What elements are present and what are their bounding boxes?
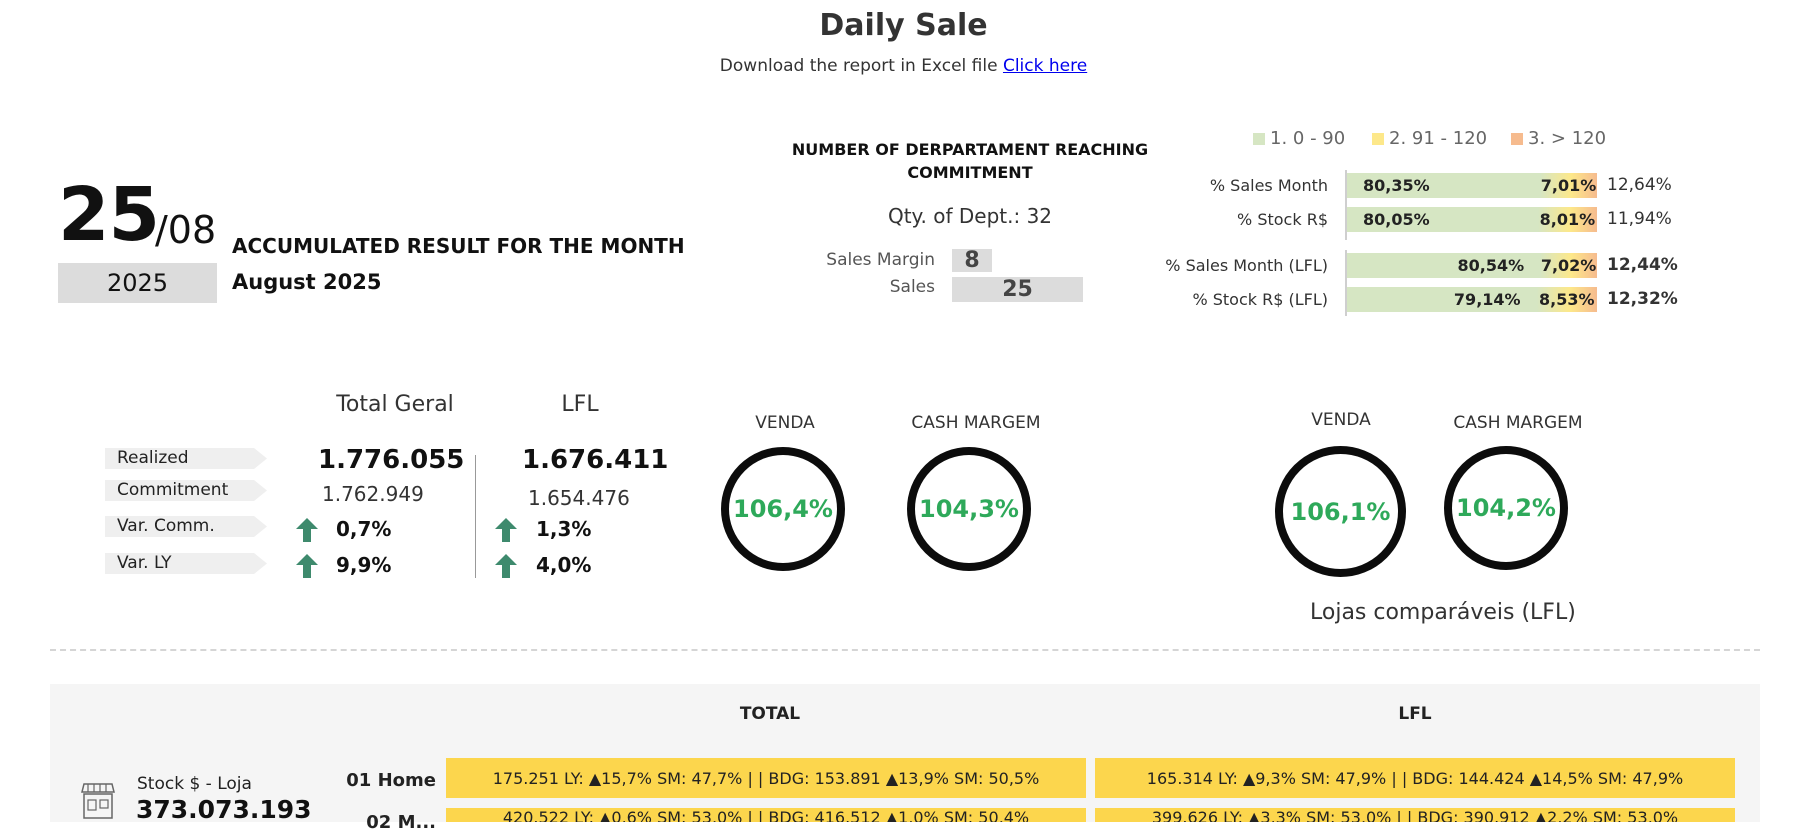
stacked-bar: 80,54% 7,02% <box>1347 253 1597 278</box>
stacked-bar: 80,35% 7,01% <box>1347 173 1597 198</box>
legend-swatch-yellow <box>1372 132 1384 145</box>
legend-item-2: 2. 91 - 120 <box>1372 128 1487 149</box>
kpi-label-commitment: Commitment <box>105 480 267 501</box>
bar-segment-1: 79,14% <box>1347 287 1537 312</box>
day-number: 25 <box>58 172 160 258</box>
bar-segment-3-value: 12,32% <box>1607 289 1678 309</box>
arrow-up-icon <box>296 518 318 542</box>
ring-value: 104,3% <box>919 495 1019 523</box>
ring-venda-lfl: 106,1% <box>1275 446 1406 577</box>
stacked-bar: 80,05% 8,01% <box>1347 207 1597 232</box>
stock-label: Stock $ - Loja <box>137 774 252 794</box>
bar-axis-line <box>1345 170 1347 240</box>
realized-total: 1.776.055 <box>318 445 465 475</box>
arrow-up-icon <box>296 554 318 578</box>
legend-swatch-green <box>1253 132 1265 145</box>
sales-margin-label: Sales Margin <box>826 250 935 270</box>
legend-item-3: 3. > 120 <box>1511 128 1606 149</box>
legend-label: 3. > 120 <box>1528 128 1607 149</box>
excel-download-link[interactable]: Click here <box>1002 56 1088 76</box>
commitment-lfl: 1.654.476 <box>528 486 630 510</box>
ring-value: 106,4% <box>733 495 833 523</box>
ring-label-cash-margem: CASH MARGEM <box>911 413 1041 433</box>
kpi-label-realized: Realized <box>105 448 267 469</box>
bar-segment-1: 80,05% <box>1347 207 1538 232</box>
page-title: Daily Sale <box>819 8 988 43</box>
arrow-up-icon <box>495 518 517 542</box>
commitment-total: 1.762.949 <box>322 482 424 506</box>
stock-value: 373.073.193 <box>136 795 312 824</box>
bar-segment-2: 8,53% <box>1536 287 1597 312</box>
bar-label: % Stock R$ <box>1237 210 1328 229</box>
kpi-label-var-ly: Var. LY <box>105 553 267 574</box>
section-divider <box>50 649 1760 651</box>
ring-label-cash-margem-lfl: CASH MARGEM <box>1453 413 1583 433</box>
table-col-lfl: LFL <box>1398 704 1432 724</box>
bar-label: % Sales Month (LFL) <box>1165 256 1328 275</box>
kpi-divider <box>475 455 476 578</box>
bar-segment-2: 7,02% <box>1540 253 1597 278</box>
ring-value: 104,2% <box>1456 494 1556 522</box>
bar-label: % Sales Month <box>1209 176 1328 195</box>
legend-item-1: 1. 0 - 90 <box>1253 128 1345 149</box>
legend-swatch-orange <box>1511 132 1523 145</box>
var-comm-lfl: 1,3% <box>536 517 592 541</box>
row-label-home: 01 Home <box>346 770 436 791</box>
ring-value: 106,1% <box>1290 497 1391 526</box>
cell-total-row2: 420.522 LY: ▲0,6% SM: 53,0% | | BDG: 416… <box>446 808 1086 822</box>
lfl-caption: Lojas comparáveis (LFL) <box>1310 600 1576 625</box>
bar-segment-1: 80,54% <box>1347 253 1541 278</box>
legend-label: 1. 0 - 90 <box>1270 128 1346 149</box>
sales-value: 25 <box>952 277 1083 302</box>
bar-segment-3-value: 11,94% <box>1607 209 1672 229</box>
accumulated-title: ACCUMULATED RESULT FOR THE MONTH <box>232 234 685 258</box>
ring-cash-margem-lfl: 104,2% <box>1444 446 1568 570</box>
dept-qty: Qty. of Dept.: 32 <box>887 204 1053 228</box>
cell-lfl-home: 165.314 LY: ▲9,3% SM: 47,9% | | BDG: 144… <box>1095 758 1735 798</box>
kpi-label-var-comm: Var. Comm. <box>105 516 267 537</box>
store-icon <box>81 783 115 819</box>
dept-commitment-title: NUMBER OF DERPARTAMENT REACHING COMMITME… <box>791 140 1149 182</box>
department-table <box>50 684 1760 822</box>
ring-label-venda: VENDA <box>755 413 815 433</box>
row-label-2: 02 M... <box>366 812 436 833</box>
col-total-geral: Total Geral <box>336 392 454 417</box>
bar-segment-2: 8,01% <box>1537 207 1597 232</box>
legend-label: 2. 91 - 120 <box>1389 128 1488 149</box>
col-lfl: LFL <box>561 392 599 417</box>
sales-label: Sales <box>889 277 935 297</box>
month-number: /08 <box>155 208 217 252</box>
var-ly-total: 9,9% <box>336 553 392 577</box>
bar-axis-line <box>1345 250 1347 316</box>
download-text: Download the report in Excel file <box>719 56 998 76</box>
ring-label-venda-lfl: VENDA <box>1311 410 1371 430</box>
download-line: Download the report in Excel file Click … <box>0 56 1807 76</box>
bar-segment-3-value: 12,64% <box>1607 175 1672 195</box>
cell-lfl-row2: 399.626 LY: ▲3,3% SM: 53,0% | | BDG: 390… <box>1095 808 1735 822</box>
arrow-up-icon <box>495 554 517 578</box>
var-comm-total: 0,7% <box>336 517 392 541</box>
bar-segment-2: 7,01% <box>1540 173 1597 198</box>
ring-cash-margem: 104,3% <box>907 447 1031 571</box>
bar-segment-3-value: 12,44% <box>1607 255 1678 275</box>
accumulated-month: August 2025 <box>232 270 382 294</box>
stacked-bar: 79,14% 8,53% <box>1347 287 1597 312</box>
bar-segment-1: 80,35% <box>1347 173 1541 198</box>
realized-lfl: 1.676.411 <box>522 445 669 475</box>
cell-total-home: 175.251 LY: ▲15,7% SM: 47,7% | | BDG: 15… <box>446 758 1086 798</box>
table-col-total: TOTAL <box>739 704 801 724</box>
ring-venda: 106,4% <box>721 447 845 571</box>
bar-label: % Stock R$ (LFL) <box>1192 290 1328 309</box>
sales-margin-value: 8 <box>952 249 992 272</box>
year-box: 2025 <box>58 263 217 303</box>
var-ly-lfl: 4,0% <box>536 553 592 577</box>
